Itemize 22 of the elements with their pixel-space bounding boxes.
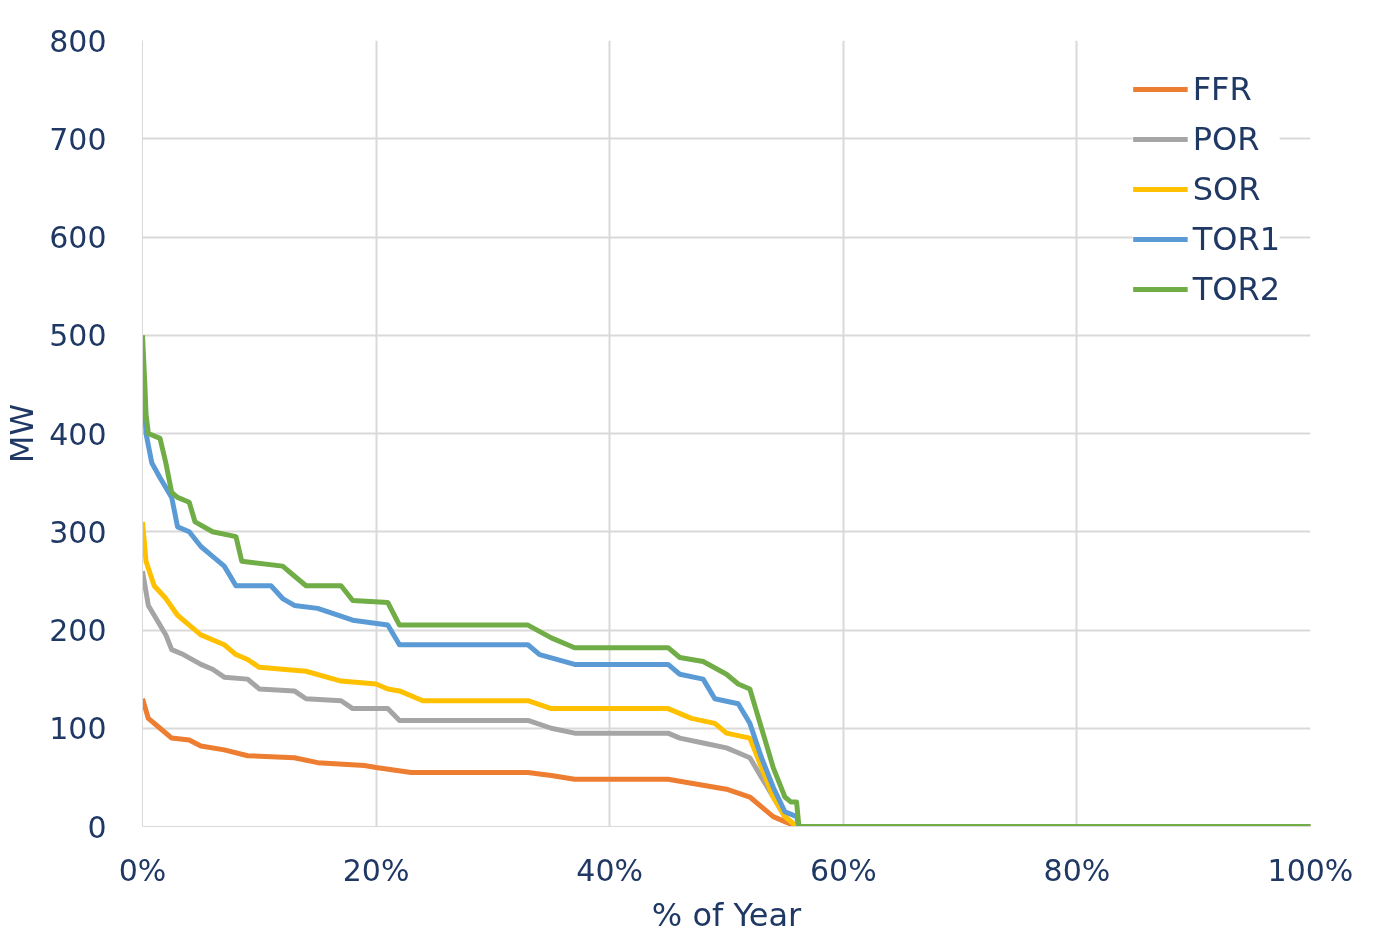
legend-label: TOR2 <box>1192 270 1280 308</box>
x-tick-label: 100% <box>1267 852 1354 888</box>
y-tick-label: 200 <box>49 613 107 648</box>
y-tick-label: 700 <box>49 121 107 157</box>
y-tick-label: 300 <box>49 514 107 550</box>
x-tick-label: 80% <box>1043 852 1111 888</box>
y-axis-title: MW <box>3 403 42 464</box>
y-tick-label: 100 <box>49 711 107 747</box>
legend-label: FFR <box>1192 70 1252 108</box>
x-tick-label: 40% <box>576 852 644 888</box>
y-tick-label: 500 <box>49 318 107 354</box>
y-tick-label: 600 <box>49 220 107 255</box>
x-tick-label: 60% <box>809 852 877 888</box>
x-axis-title: % of Year <box>651 895 803 934</box>
x-tick-label: 0% <box>118 852 167 888</box>
legend-label: POR <box>1192 120 1260 158</box>
y-tick-label: 0 <box>87 809 107 845</box>
y-tick-label: 400 <box>49 416 107 452</box>
y-tick-label: 800 <box>49 23 107 59</box>
legend-label: TOR1 <box>1192 220 1280 258</box>
x-tick-label: 20% <box>342 852 410 888</box>
legend-label: SOR <box>1192 170 1261 208</box>
